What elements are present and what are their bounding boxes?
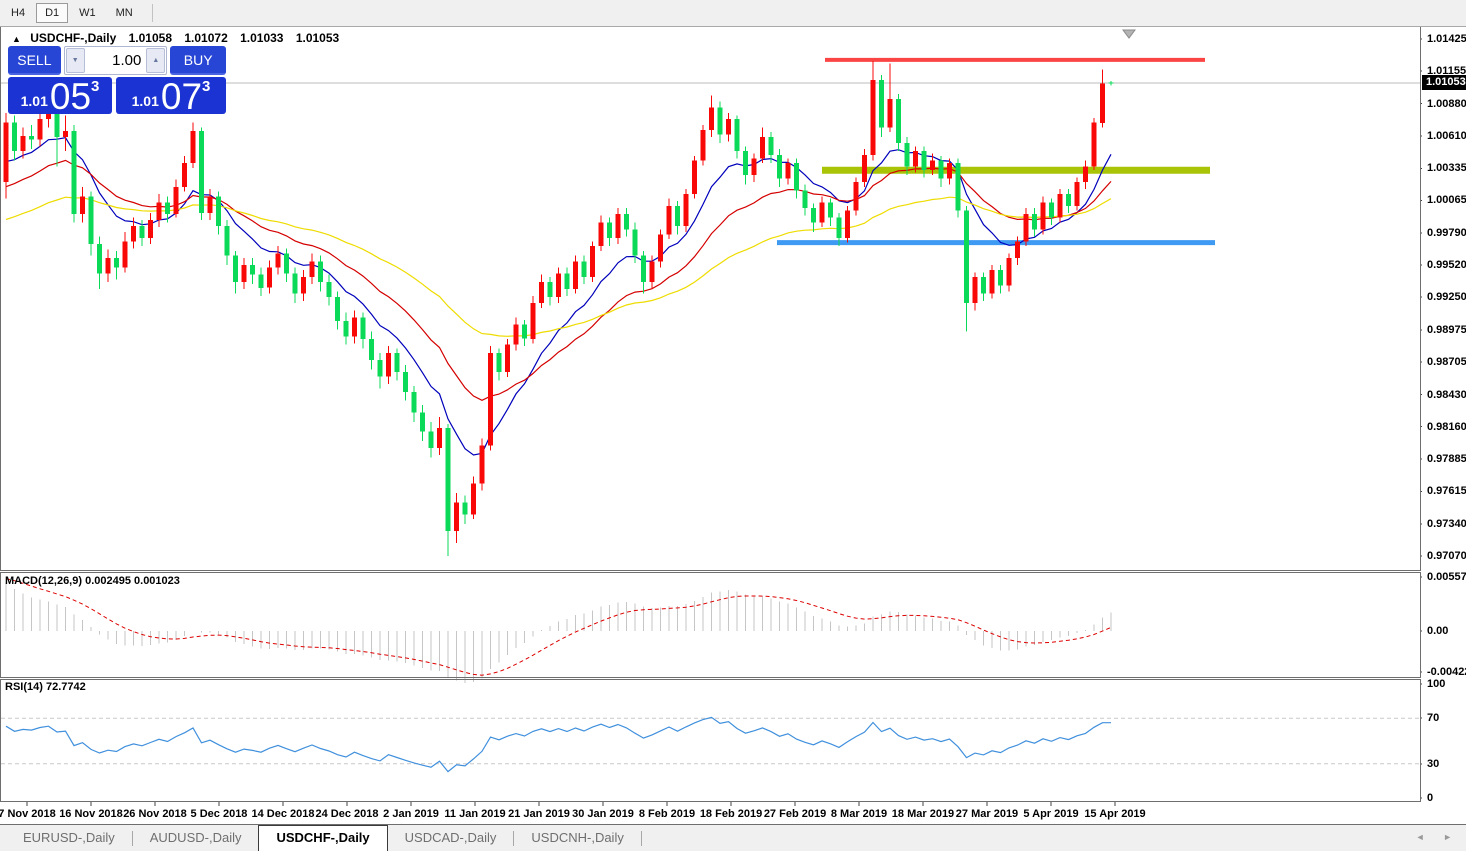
sell-price-prefix: 1.01 [20, 93, 48, 109]
volume-increase-button[interactable]: ▲ [146, 48, 166, 73]
sell-price-pips: 05 [49, 76, 92, 117]
chart-tab-usdchf[interactable]: USDCHF-,Daily [258, 825, 388, 851]
buy-price-point: 3 [202, 78, 211, 95]
rsi-indicator-label: RSI(14) 72.7742 [5, 681, 86, 693]
price-axis[interactable]: 1.01053 1.01425 1.01155 1.00880 1.00610 1.00… [1422, 26, 1466, 824]
volume-stepper: ▼ ▲ [63, 46, 168, 75]
svg-text:21 Jan 2019: 21 Jan 2019 [508, 808, 570, 820]
price-axis-label: 1.00880 [1427, 97, 1466, 110]
ma-slow-line [5, 196, 1112, 337]
svg-text:11 Jan 2019: 11 Jan 2019 [444, 808, 505, 820]
tab-scroll-right-icon[interactable]: ► [1443, 832, 1460, 842]
timeframe-button-mn[interactable]: MN [115, 7, 133, 19]
panel-collapse-icon[interactable]: ▲ [12, 34, 21, 44]
ohlc-high: 1.01072 [184, 31, 228, 45]
svg-text:16 Nov 2018: 16 Nov 2018 [59, 808, 123, 820]
ma-mid-line [5, 159, 1112, 401]
current-price-tag: 1.01053 [1422, 75, 1466, 91]
macd-axis-label: 0.005571 [1427, 571, 1466, 583]
svg-text:27 Feb 2019: 27 Feb 2019 [764, 808, 826, 820]
svg-text:18 Feb 2019: 18 Feb 2019 [700, 808, 762, 820]
chart-tab-eurusd[interactable]: EURUSD-,Daily [23, 830, 115, 845]
chart-tab-audusd[interactable]: AUDUSD-,Daily [149, 830, 242, 845]
macd-indicator-label: MACD(12,26,9) 0.002495 0.001023 [5, 575, 180, 587]
main-chart-canvas[interactable]: 7 Nov 2018 16 Nov 2018 26 Nov 2018 5 Dec 20… [0, 0, 1466, 825]
macd-histogram [5, 582, 1112, 683]
rsi-axis-label: 30 [1427, 757, 1440, 770]
price-axis-label: 0.97885 [1427, 453, 1466, 466]
buy-button[interactable]: BUY [170, 46, 226, 75]
timeframe-button-d1[interactable]: D1 [36, 3, 69, 23]
rsi-line [5, 716, 1111, 773]
ohlc-low: 1.01033 [240, 31, 284, 45]
macd-signal-line [5, 578, 1112, 676]
price-axis-label: 0.99250 [1427, 291, 1466, 304]
macd-axis-label: 0.00 [1427, 625, 1449, 637]
svg-text:24 Dec 2018: 24 Dec 2018 [316, 808, 379, 820]
sell-price-point: 3 [91, 78, 100, 95]
chart-tab-usdcnh[interactable]: USDCNH-,Daily [531, 830, 624, 845]
tab-divider [513, 830, 515, 846]
buy-price-prefix: 1.01 [131, 93, 159, 109]
volume-input[interactable] [85, 47, 146, 74]
price-axis-label: 0.97340 [1427, 517, 1466, 530]
toolbar-separator [151, 4, 153, 22]
chart-shift-marker-icon [1122, 29, 1136, 39]
price-axis-label: 0.98975 [1427, 323, 1466, 336]
svg-text:8 Feb 2019: 8 Feb 2019 [639, 808, 695, 820]
buy-price-pips: 07 [160, 76, 203, 117]
price-axis-label: 0.97615 [1427, 485, 1466, 498]
ma-fast-line [5, 137, 1112, 456]
price-axis-label: 0.98430 [1427, 388, 1466, 401]
price-axis-label: 1.00335 [1427, 162, 1466, 175]
one-click-trading-panel: SELL ▼ ▲ BUY 1.01 05 3 1.01 07 3 [8, 46, 226, 117]
chart-title: ▲ USDCHF-,Daily 1.01058 1.01072 1.01033 … [12, 31, 339, 45]
price-axis-label: 1.01155 [1427, 65, 1466, 78]
timeframe-toolbar: H4 D1 W1 MN [0, 0, 1466, 27]
buy-price-button[interactable]: 1.01 07 3 [116, 76, 226, 117]
volume-decrease-button[interactable]: ▼ [65, 48, 85, 73]
svg-text:5 Dec 2018: 5 Dec 2018 [191, 808, 248, 820]
tab-divider [640, 830, 642, 846]
tab-scroll-arrows[interactable]: ◄ ► [1416, 832, 1460, 842]
sell-price-button[interactable]: 1.01 05 3 [8, 76, 112, 117]
svg-text:7 Nov 2018: 7 Nov 2018 [0, 808, 56, 820]
rsi-axis-label: 100 [1427, 678, 1446, 690]
svg-text:15 Apr 2019: 15 Apr 2019 [1084, 808, 1145, 820]
candles-layer [3, 61, 1114, 556]
ohlc-close: 1.01053 [295, 31, 340, 45]
rsi-axis-label: 0 [1427, 792, 1434, 804]
ohlc-open: 1.01058 [128, 31, 173, 45]
price-axis-label: 1.01425 [1427, 33, 1466, 46]
sell-button[interactable]: SELL [8, 46, 61, 75]
chart-symbol-label: USDCHF-,Daily [30, 31, 117, 45]
svg-text:8 Mar 2019: 8 Mar 2019 [831, 808, 887, 820]
svg-text:26 Nov 2018: 26 Nov 2018 [123, 808, 187, 820]
svg-text:18 Mar 2019: 18 Mar 2019 [892, 808, 954, 820]
timeframe-button-w1[interactable]: W1 [79, 7, 96, 19]
svg-text:30 Jan 2019: 30 Jan 2019 [572, 808, 634, 820]
svg-text:27 Mar 2019: 27 Mar 2019 [956, 808, 1018, 820]
tab-scroll-left-icon[interactable]: ◄ [1415, 832, 1433, 842]
price-axis-label: 1.00610 [1427, 129, 1466, 142]
price-axis-label: 0.97070 [1427, 549, 1466, 562]
price-axis-label: 1.00065 [1427, 194, 1466, 207]
price-axis-label: 0.98160 [1427, 420, 1466, 433]
rsi-axis-label: 70 [1427, 712, 1440, 725]
price-axis-label: 0.99520 [1427, 259, 1466, 272]
macd-axis-label: -0.004224 [1427, 665, 1466, 678]
svg-text:14 Dec 2018: 14 Dec 2018 [252, 808, 315, 820]
tab-divider [131, 830, 133, 846]
svg-text:5 Apr 2019: 5 Apr 2019 [1023, 808, 1078, 820]
chart-tab-bar: EURUSD-,Daily AUDUSD-,Daily USDCHF-,Daily U… [0, 825, 1466, 851]
price-axis-label: 0.99790 [1427, 227, 1466, 240]
price-axis-label: 0.98705 [1427, 355, 1466, 368]
chart-tab-usdcad[interactable]: USDCAD-,Daily [404, 830, 497, 845]
svg-text:2 Jan 2019: 2 Jan 2019 [383, 808, 439, 820]
timeframe-button-h4[interactable]: H4 [11, 7, 26, 19]
